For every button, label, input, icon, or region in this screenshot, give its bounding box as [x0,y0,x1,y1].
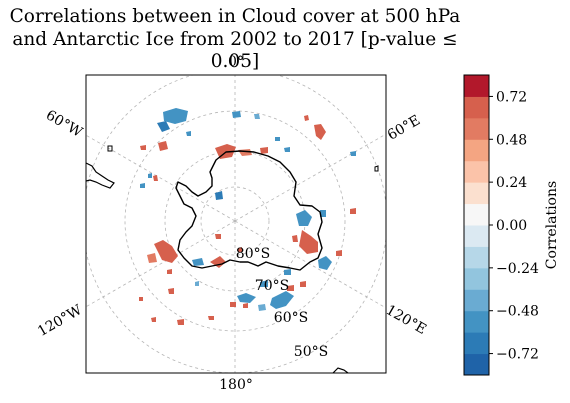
chart-title-line1: Correlations between in Cloud cover at 5… [9,6,461,27]
lat-label-50s: 50°S [294,344,328,360]
south-america-coastline [86,162,115,189]
colorbar-level [464,75,489,97]
lon-label-120e: 120°E [383,302,429,338]
chart-title-line2: and Antarctic Ice from 2002 to 2017 [p-v… [12,29,458,72]
colorbar-level [464,182,489,205]
island-coastline [107,145,113,152]
colorbar-level [464,289,489,312]
colorbar-label: Correlations [544,181,560,269]
colorbar-level [464,160,489,183]
lon-label-0: 0° [228,54,244,70]
lat-label-80s: 80°S [236,246,270,262]
colorbar-level [464,246,489,269]
colorbar [464,75,489,376]
lon-label-60w: 60°W [43,107,85,141]
new-zealand-coastline [332,367,349,373]
colorbar-tick-label: −0.24 [496,261,539,277]
lon-label-120w: 120°W [35,302,85,340]
colorbar-level [464,139,489,162]
lat-label-60s: 60°S [274,310,308,326]
colorbar-level [464,203,489,226]
island-coastline [374,165,379,172]
map-panel [86,75,386,373]
colorbar-level [464,117,489,140]
colorbar-ticks: 0.72 0.48 0.24 0.00 −0.24 −0.48 −0.72 [489,89,539,363]
colorbar-tick-label: 0.00 [496,218,527,234]
colorbar-level [464,267,489,290]
antarctica-coastline [175,150,323,271]
map-border [85,74,387,374]
colorbar-level [464,310,489,333]
colorbar-level [464,353,489,376]
colorbar-tick-label: 0.72 [496,89,527,105]
lon-label-180: 180° [219,377,253,393]
lon-label-60e: 60°E [385,112,423,143]
lat-label-70s: 70°S [255,278,289,294]
colorbar-tick-label: 0.48 [496,132,527,148]
colorbar-tick-label: −0.72 [496,347,539,363]
colorbar-tick-label: 0.24 [496,175,527,191]
colorbar-level [464,332,489,355]
colorbar-tick-label: −0.48 [496,304,539,320]
colorbar-level [464,225,489,247]
colorbar-level [464,96,489,119]
correlation-patches [139,108,356,325]
